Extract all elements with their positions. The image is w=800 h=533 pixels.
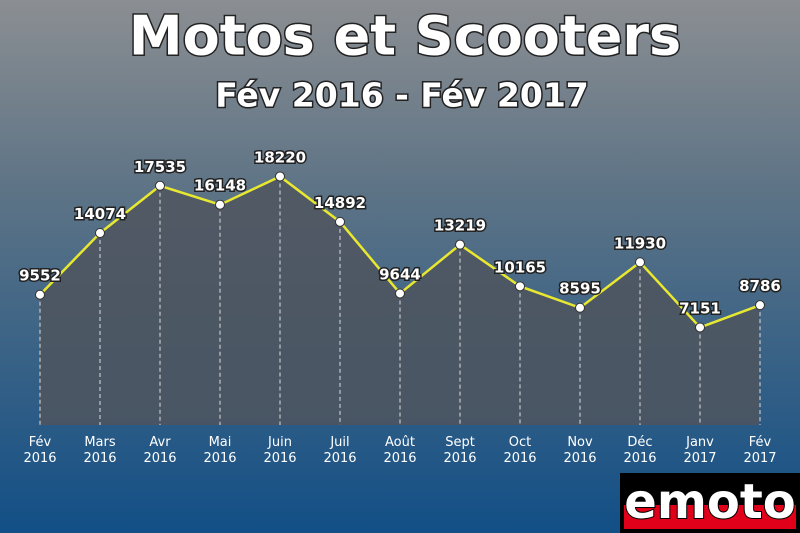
x-tick-label: Sept bbox=[445, 435, 475, 450]
point bbox=[275, 171, 285, 182]
point bbox=[335, 216, 345, 227]
x-tick-label: Janv bbox=[685, 435, 714, 450]
x-tick-label: 2016 bbox=[503, 451, 536, 466]
value-label: 14892 bbox=[314, 194, 366, 212]
logo: emoto bbox=[620, 473, 800, 533]
value-label: 18220 bbox=[254, 148, 306, 166]
x-tick-label: 2016 bbox=[563, 451, 596, 466]
x-tick-label: Nov bbox=[567, 435, 593, 450]
point bbox=[155, 180, 165, 191]
x-tick-label: 2016 bbox=[143, 451, 176, 466]
point bbox=[215, 199, 225, 210]
x-tick-label: Avr bbox=[149, 435, 171, 450]
x-tick-label: 2016 bbox=[203, 451, 236, 466]
value-label: 9644 bbox=[379, 265, 421, 283]
point bbox=[575, 302, 585, 313]
x-tick-label: Mars bbox=[84, 435, 116, 450]
x-tick-label: Juin bbox=[267, 435, 292, 450]
x-tick-label: 2016 bbox=[383, 451, 416, 466]
point bbox=[455, 239, 465, 250]
x-tick-label: Oct bbox=[509, 435, 531, 450]
x-tick-label: 2016 bbox=[83, 451, 116, 466]
x-tick-label: 2016 bbox=[623, 451, 656, 466]
x-tick-label: 2016 bbox=[323, 451, 356, 466]
point bbox=[35, 289, 45, 300]
x-tick-label: Fév bbox=[29, 435, 52, 450]
point bbox=[395, 288, 405, 299]
point bbox=[695, 322, 705, 333]
x-tick-label: Août bbox=[385, 435, 415, 450]
point bbox=[95, 228, 105, 239]
x-tick-label: 2017 bbox=[683, 451, 716, 466]
point bbox=[515, 281, 525, 292]
value-label: 14074 bbox=[74, 205, 126, 223]
value-label: 16148 bbox=[194, 177, 246, 195]
value-label: 7151 bbox=[679, 299, 721, 317]
value-label: 10165 bbox=[494, 258, 546, 276]
value-label: 11930 bbox=[614, 234, 666, 252]
x-tick-label: Fév bbox=[749, 435, 772, 450]
x-tick-label: Déc bbox=[627, 435, 652, 450]
point bbox=[635, 257, 645, 268]
x-tick-label: Juil bbox=[329, 435, 349, 450]
x-tick-label: 2017 bbox=[743, 451, 776, 466]
x-tick-label: 2016 bbox=[263, 451, 296, 466]
logo-band bbox=[624, 505, 796, 529]
point bbox=[755, 300, 765, 311]
plot: 9552Fév201614074Mars201617535Avr20161614… bbox=[18, 147, 783, 466]
value-label: 17535 bbox=[134, 158, 186, 176]
x-tick-label: 2016 bbox=[23, 451, 56, 466]
x-tick-label: 2016 bbox=[443, 451, 476, 466]
chart-subtitle: Fév 2016 - Fév 2017 bbox=[215, 76, 589, 115]
logo-text: emoto bbox=[624, 474, 795, 530]
chart-title: Motos et Scooters bbox=[129, 5, 681, 68]
value-label: 8595 bbox=[559, 280, 601, 298]
value-label: 13219 bbox=[434, 217, 486, 235]
value-label: 9552 bbox=[19, 267, 61, 285]
value-label: 8786 bbox=[739, 277, 781, 295]
x-tick-label: Mai bbox=[209, 435, 232, 450]
